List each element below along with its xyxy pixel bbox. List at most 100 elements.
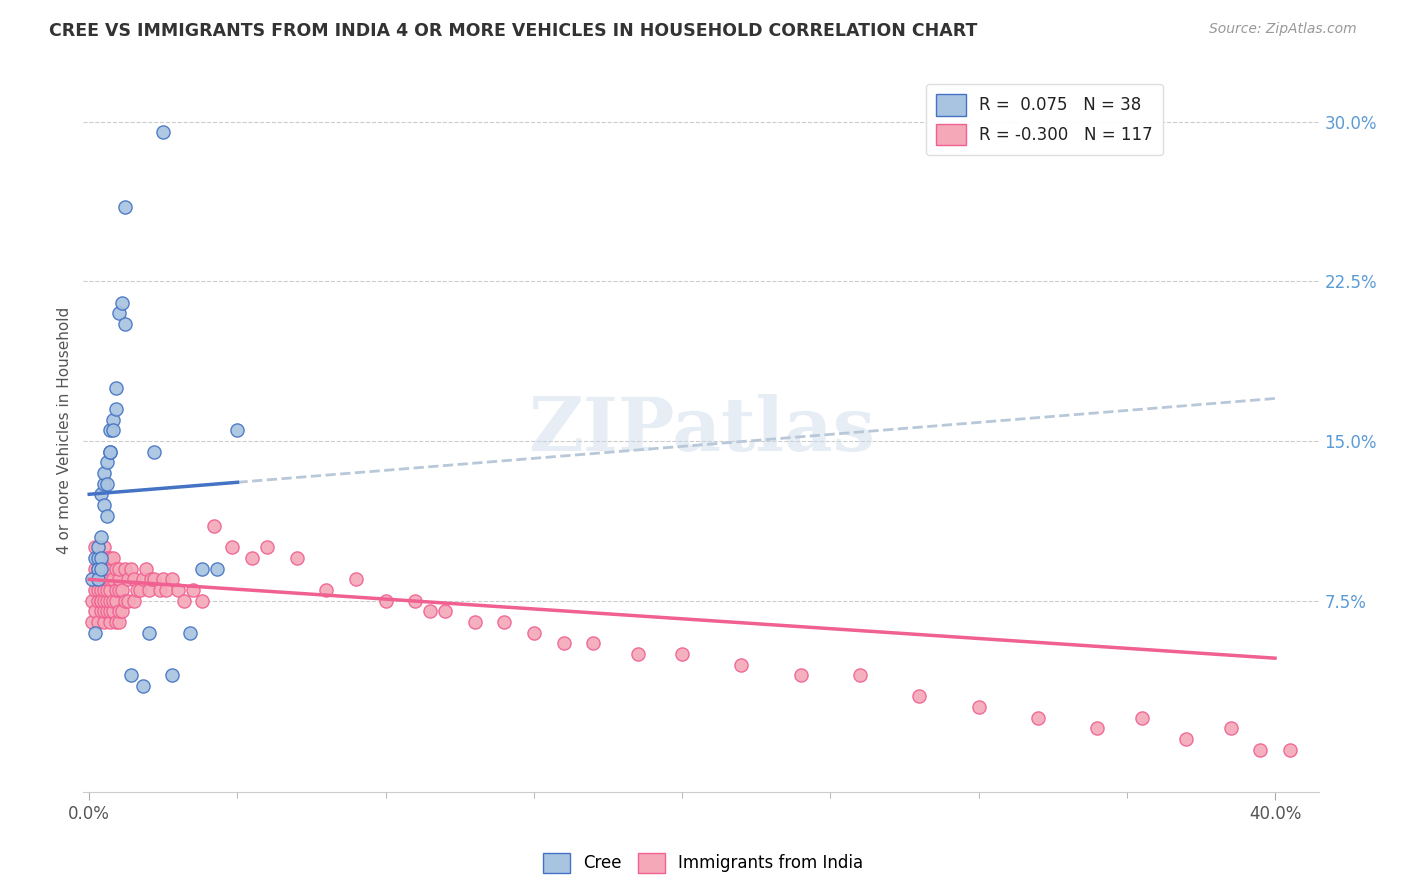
Point <box>82 593 104 607</box>
Point <box>90 562 112 576</box>
Point <box>90 573 112 587</box>
Point <box>93 604 115 618</box>
Point <box>627 647 650 661</box>
Point <box>191 593 214 607</box>
Point <box>114 593 136 607</box>
Point <box>117 593 139 607</box>
Point <box>240 551 263 566</box>
Point <box>98 604 121 618</box>
Point <box>315 582 337 597</box>
Point <box>285 551 308 566</box>
Point <box>90 604 112 618</box>
Point <box>93 498 115 512</box>
Point <box>84 604 107 618</box>
Point <box>160 573 183 587</box>
Point <box>101 604 124 618</box>
Point <box>96 562 118 576</box>
Point <box>101 551 124 566</box>
Point <box>87 562 110 576</box>
Point <box>141 573 163 587</box>
Point <box>1130 711 1153 725</box>
Point <box>96 551 118 566</box>
Point <box>181 582 204 597</box>
Point <box>90 562 112 576</box>
Point <box>122 573 145 587</box>
Point <box>1249 742 1271 756</box>
Point <box>173 593 195 607</box>
Point <box>191 562 214 576</box>
Point <box>104 593 127 607</box>
Legend: R =  0.075   N = 38, R = -0.300   N = 117: R = 0.075 N = 38, R = -0.300 N = 117 <box>925 84 1163 155</box>
Point <box>98 551 121 566</box>
Point <box>87 593 110 607</box>
Text: Source: ZipAtlas.com: Source: ZipAtlas.com <box>1209 22 1357 37</box>
Point <box>494 615 516 629</box>
Point <box>138 582 160 597</box>
Point <box>93 573 115 587</box>
Point <box>108 615 131 629</box>
Point <box>344 573 367 587</box>
Point <box>108 604 131 618</box>
Point <box>93 562 115 576</box>
Point <box>93 476 115 491</box>
Point <box>205 562 228 576</box>
Point <box>143 444 166 458</box>
Point <box>374 593 396 607</box>
Point <box>96 508 118 523</box>
Point <box>90 582 112 597</box>
Point <box>730 657 752 672</box>
Text: ZIPatlas: ZIPatlas <box>527 394 875 467</box>
Point <box>98 444 121 458</box>
Point <box>1219 722 1241 736</box>
Point <box>155 582 177 597</box>
Point <box>87 551 110 566</box>
Point <box>90 573 112 587</box>
Point <box>84 551 107 566</box>
Point <box>104 615 127 629</box>
Point <box>125 582 148 597</box>
Point <box>108 573 131 587</box>
Point <box>87 541 110 555</box>
Point <box>120 668 142 682</box>
Text: CREE VS IMMIGRANTS FROM INDIA 4 OR MORE VEHICLES IN HOUSEHOLD CORRELATION CHART: CREE VS IMMIGRANTS FROM INDIA 4 OR MORE … <box>49 22 977 40</box>
Point <box>93 466 115 480</box>
Point <box>152 573 174 587</box>
Point <box>256 541 278 555</box>
Point <box>87 551 110 566</box>
Point <box>117 573 139 587</box>
Point <box>98 424 121 438</box>
Point <box>128 582 150 597</box>
Point <box>104 582 127 597</box>
Point <box>98 593 121 607</box>
Point <box>1085 722 1108 736</box>
Point <box>90 551 112 566</box>
Point <box>104 402 127 417</box>
Point <box>221 541 243 555</box>
Point <box>84 541 107 555</box>
Point <box>553 636 575 650</box>
Point <box>84 625 107 640</box>
Point <box>101 573 124 587</box>
Point <box>582 636 605 650</box>
Point <box>464 615 486 629</box>
Point <box>179 625 201 640</box>
Point <box>114 200 136 214</box>
Point <box>138 625 160 640</box>
Point <box>101 413 124 427</box>
Point <box>96 593 118 607</box>
Point <box>1175 732 1198 747</box>
Point <box>98 562 121 576</box>
Point <box>789 668 811 682</box>
Point <box>104 562 127 576</box>
Point <box>111 295 134 310</box>
Point <box>849 668 872 682</box>
Point <box>523 625 546 640</box>
Point <box>96 573 118 587</box>
Point <box>108 306 131 320</box>
Point <box>87 615 110 629</box>
Point <box>96 476 118 491</box>
Point <box>967 700 990 714</box>
Point <box>433 604 456 618</box>
Point <box>135 562 157 576</box>
Point <box>93 615 115 629</box>
